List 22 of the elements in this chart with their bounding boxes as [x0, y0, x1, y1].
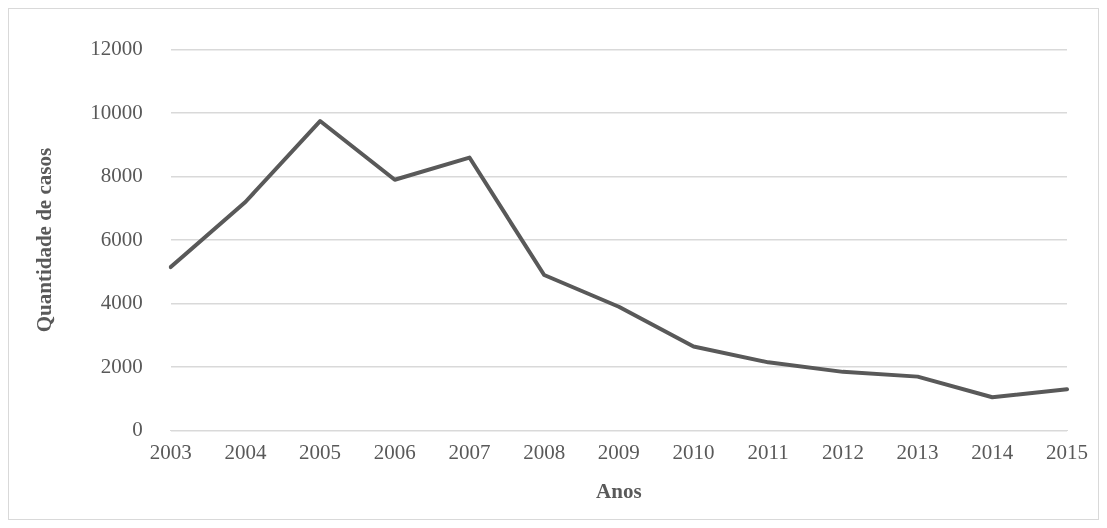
- x-tick-label: 2015: [1046, 439, 1088, 464]
- x-tick-label: 2004: [224, 439, 267, 464]
- x-tick-label: 2005: [299, 439, 342, 464]
- y-tick-label: 8000: [100, 163, 143, 188]
- y-tick-label: 2000: [100, 353, 143, 378]
- y-axis-title: Quantidade de casos: [32, 147, 57, 333]
- x-tick-label: 2003: [149, 439, 192, 464]
- x-tick-label: 2011: [747, 439, 789, 464]
- x-tick-label: 2013: [896, 439, 939, 464]
- y-tick-label: 10000: [90, 99, 143, 124]
- y-tick-label: 4000: [100, 290, 143, 315]
- x-tick-label: 2006: [373, 439, 416, 464]
- x-tick-label: 2014: [971, 439, 1014, 464]
- x-tick-label: 2008: [523, 439, 566, 464]
- x-tick-label: 2009: [597, 439, 640, 464]
- x-tick-label: 2007: [448, 439, 491, 464]
- y-tick-label: 12000: [90, 36, 143, 61]
- y-tick-label: 0: [132, 417, 143, 442]
- y-tick-label: 6000: [100, 226, 143, 251]
- x-tick-label: 2010: [672, 439, 715, 464]
- x-axis-title: Anos: [596, 478, 642, 503]
- x-tick-label: 2012: [821, 439, 864, 464]
